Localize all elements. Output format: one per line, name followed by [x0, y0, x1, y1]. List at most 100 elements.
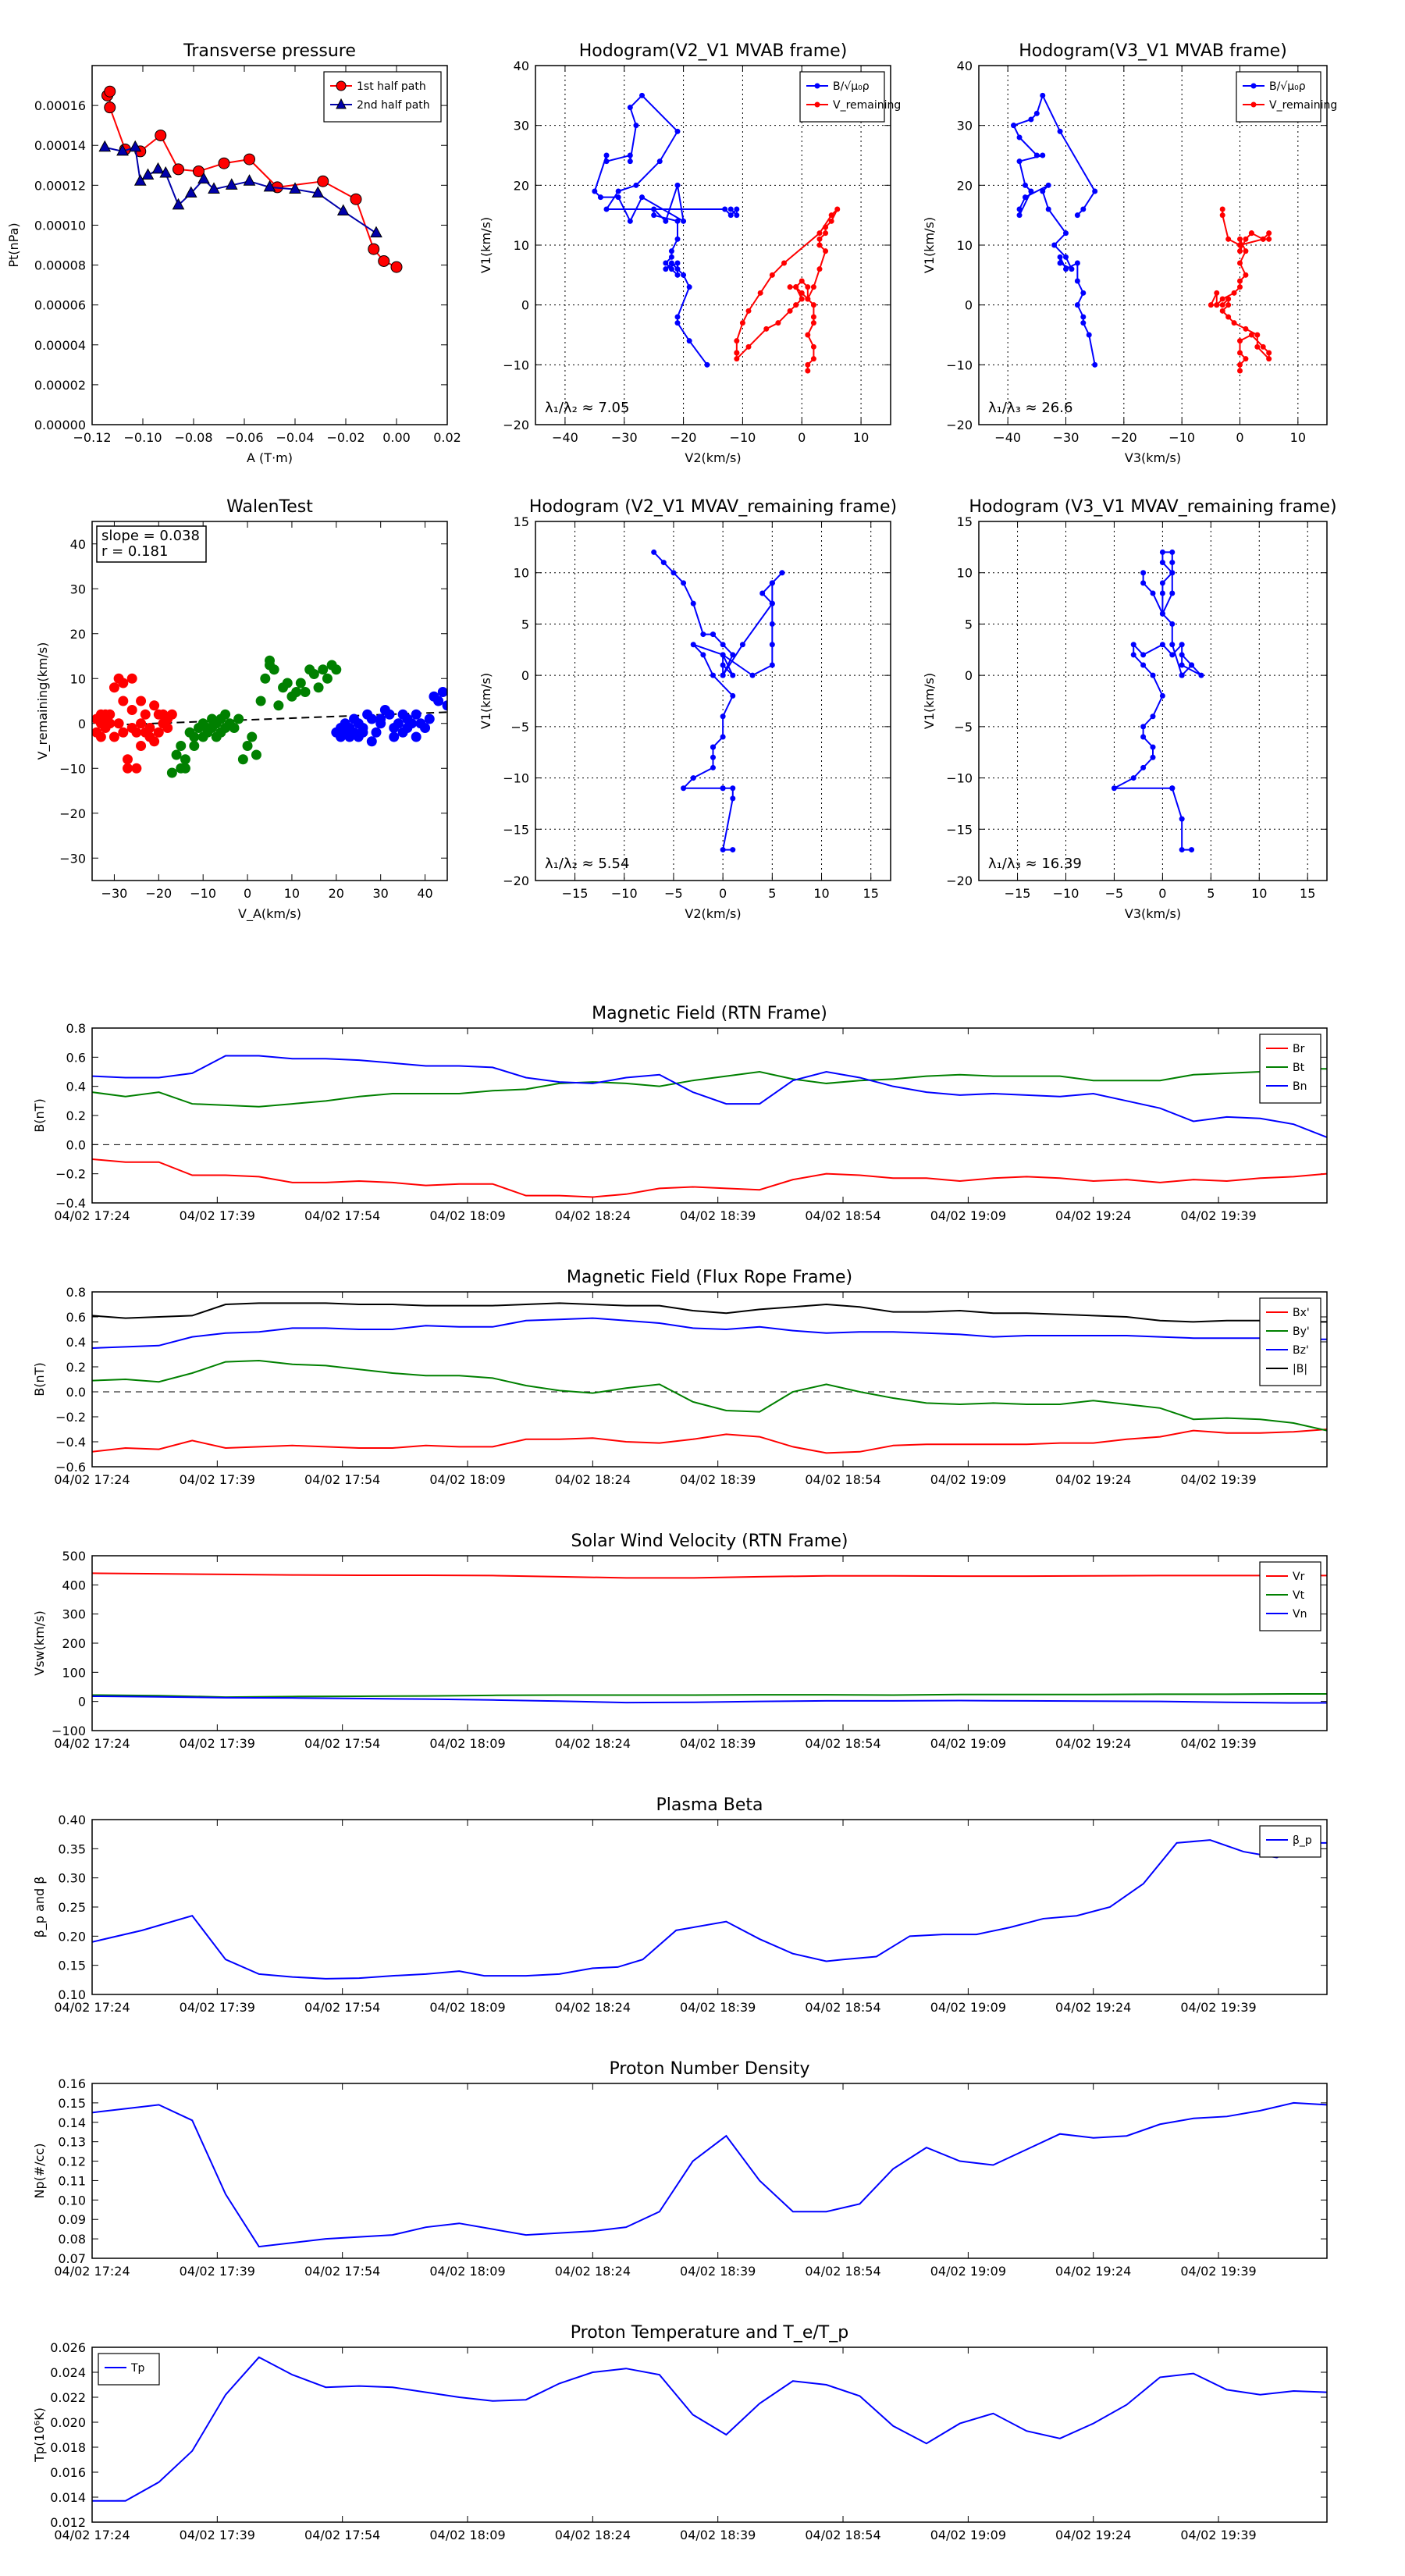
- x-tick-label: 10: [1251, 886, 1267, 901]
- legend-label: Br: [1293, 1043, 1305, 1055]
- y-tick-label: 30: [514, 119, 529, 133]
- plot-frame: [979, 521, 1327, 881]
- y-tick-label: 0.00000: [34, 418, 86, 432]
- series-v-remaining-line: [1211, 209, 1268, 371]
- data-point: [123, 763, 133, 773]
- data-point: [779, 570, 784, 575]
- legend: BrBtBn: [1260, 1034, 1321, 1103]
- y-tick-label: 0.0: [66, 1385, 86, 1400]
- plot-frame: [92, 1028, 1327, 1203]
- data-layer: [92, 1055, 1327, 1197]
- data-point: [1169, 785, 1175, 791]
- data-point: [1112, 785, 1117, 791]
- x-tick-label: 04/02 18:24: [555, 1472, 631, 1487]
- data-point: [633, 183, 638, 188]
- data-point: [1189, 847, 1194, 852]
- y-tick-label: 0.4: [66, 1080, 86, 1094]
- data-point: [604, 158, 610, 164]
- data-point: [728, 207, 734, 212]
- y-tick-label: −20: [946, 873, 973, 888]
- x-tick-label: −0.04: [276, 430, 314, 445]
- data-point: [657, 158, 663, 164]
- data-point: [734, 338, 739, 343]
- legend-label: β_p: [1293, 1834, 1312, 1847]
- data-point: [651, 207, 656, 212]
- data-point: [710, 632, 716, 637]
- data-point: [1140, 570, 1146, 575]
- y-tick-label: −10: [946, 358, 973, 372]
- data-point: [367, 714, 376, 724]
- data-point: [616, 194, 621, 200]
- legend-box: [324, 72, 441, 122]
- x-tick-label: 04/02 18:39: [680, 1208, 756, 1223]
- data-point: [1063, 254, 1069, 260]
- legend-label: B/√μ₀ρ: [833, 80, 870, 93]
- y-tick-label: −100: [52, 1724, 86, 1738]
- data-layer: [92, 2103, 1327, 2247]
- data-point: [1140, 765, 1146, 770]
- series-0-line: [92, 2103, 1327, 2247]
- data-point: [1169, 570, 1175, 575]
- y-tick-label: 0.07: [58, 2251, 86, 2266]
- y-tick-label: 0.08: [58, 2232, 86, 2247]
- data-point: [1169, 642, 1175, 647]
- data-point: [385, 710, 394, 719]
- chart-title: Hodogram(V2_V1 MVAB frame): [579, 41, 848, 61]
- data-point: [1266, 356, 1272, 361]
- data-point: [438, 688, 447, 697]
- y-tick-label: −30: [59, 851, 86, 866]
- data-point: [781, 261, 787, 266]
- x-tick-label: 04/02 19:09: [930, 1736, 1006, 1751]
- data-point: [1220, 302, 1225, 308]
- data-point: [190, 742, 199, 751]
- data-point: [663, 266, 668, 272]
- y-tick-label: −10: [503, 358, 529, 372]
- data-point: [1220, 308, 1225, 314]
- data-point: [127, 706, 137, 715]
- y-tick-label: 0.00006: [34, 298, 86, 313]
- data-point: [318, 176, 329, 187]
- y-tick-label: 0.15: [58, 2096, 86, 2111]
- legend-box: [1236, 72, 1321, 122]
- data-point: [1017, 135, 1023, 141]
- data-point: [283, 678, 292, 688]
- data-point: [1179, 663, 1185, 668]
- chart-panel-8: 04/02 17:24 04/02 17:39 04/02 17:54 04/02 1…: [32, 1532, 1327, 1751]
- data-point: [675, 261, 681, 266]
- y-tick-label: −0.2: [55, 1167, 86, 1182]
- data-point: [734, 350, 739, 356]
- y-tick-label: 5: [521, 617, 529, 632]
- data-point: [730, 847, 735, 852]
- data-point: [1179, 847, 1185, 852]
- data-point: [817, 230, 823, 236]
- data-point: [1243, 356, 1248, 361]
- data-point: [391, 262, 402, 272]
- data-point: [1140, 735, 1146, 740]
- series-bz--line: [92, 1318, 1327, 1348]
- y-axis-label: V1(km/s): [922, 217, 937, 273]
- data-point: [1220, 207, 1225, 212]
- data-point: [720, 652, 726, 657]
- x-tick-label: 04/02 17:54: [304, 1472, 380, 1487]
- x-tick-label: 0.00: [382, 430, 411, 445]
- data-point: [132, 728, 141, 737]
- data-point: [1254, 344, 1260, 350]
- x-tick-label: 15: [863, 886, 879, 901]
- y-axis-label: Vsw(km/s): [32, 1610, 47, 1675]
- data-point: [243, 742, 252, 751]
- eigenvalue-ratio-label: λ₁/λ₂ ≈ 7.05: [545, 400, 629, 416]
- data-point: [1151, 673, 1156, 678]
- plot-frame: [92, 1820, 1327, 1994]
- data-point: [670, 570, 676, 575]
- x-tick-label: 0.02: [433, 430, 461, 445]
- y-tick-label: 30: [957, 119, 973, 133]
- x-tick-label: 04/02 18:54: [805, 1472, 880, 1487]
- y-tick-label: −10: [59, 761, 86, 776]
- data-point: [167, 768, 176, 777]
- x-tick-label: 04/02 19:24: [1055, 2528, 1131, 2542]
- y-tick-label: 0.00016: [34, 98, 86, 113]
- y-tick-label: 0.022: [50, 2390, 86, 2405]
- data-point: [1017, 207, 1023, 212]
- data-point: [811, 302, 816, 308]
